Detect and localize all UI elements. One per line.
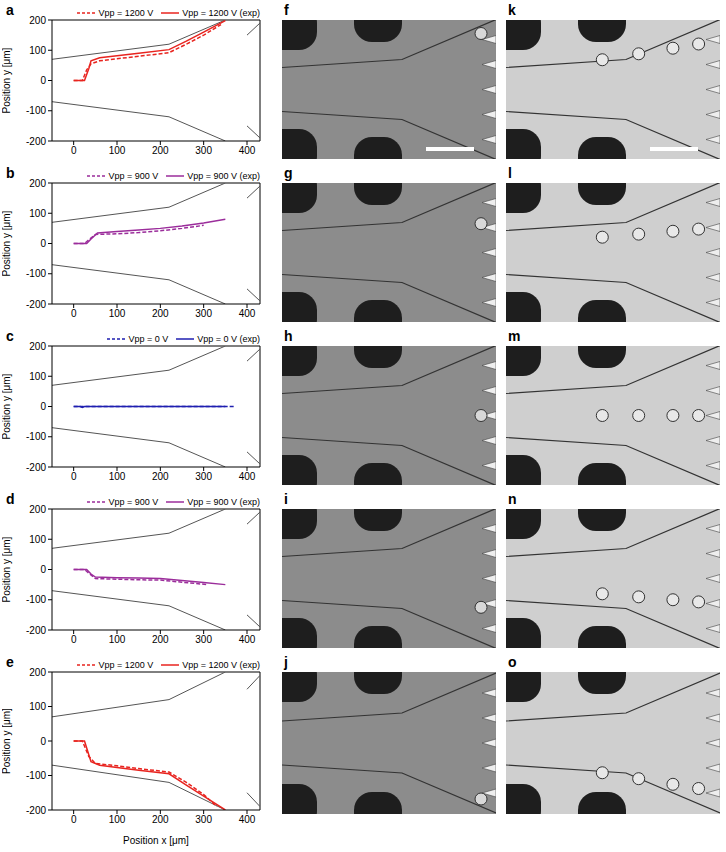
svg-text:100: 100 bbox=[29, 45, 46, 56]
html-text:j: j bbox=[284, 654, 288, 670]
svg-text:200: 200 bbox=[152, 308, 169, 319]
svg-text:0: 0 bbox=[40, 75, 46, 86]
svg-text:0: 0 bbox=[71, 634, 77, 645]
svg-text:-200: -200 bbox=[26, 805, 46, 816]
svg-text:200: 200 bbox=[29, 504, 46, 515]
svg-text:100: 100 bbox=[109, 471, 126, 482]
svg-text:100: 100 bbox=[29, 208, 46, 219]
html-text:Vpp = 1200 V (exp): Vpp = 1200 V (exp) bbox=[182, 660, 260, 670]
html-text:Vpp = 0 V: Vpp = 0 V bbox=[128, 334, 169, 344]
svg-text:400: 400 bbox=[239, 814, 256, 825]
svg-text:-100: -100 bbox=[26, 594, 46, 605]
svg-text:300: 300 bbox=[195, 145, 212, 156]
svg-text:Position y [μm]: Position y [μm] bbox=[2, 708, 12, 774]
svg-text:-200: -200 bbox=[26, 625, 46, 636]
html-text:k: k bbox=[508, 2, 516, 18]
html-text:Vpp = 900 V: Vpp = 900 V bbox=[108, 497, 159, 507]
svg-text:-100: -100 bbox=[26, 431, 46, 442]
svg-text:200: 200 bbox=[29, 341, 46, 352]
html-text:Vpp = 900 V: Vpp = 900 V bbox=[108, 171, 159, 181]
svg-text:200: 200 bbox=[29, 178, 46, 189]
svg-text:300: 300 bbox=[195, 471, 212, 482]
html-text:a: a bbox=[6, 2, 14, 18]
svg-text:100: 100 bbox=[109, 634, 126, 645]
svg-text:100: 100 bbox=[29, 371, 46, 382]
svg-text:100: 100 bbox=[109, 308, 126, 319]
html-text:e: e bbox=[6, 654, 14, 670]
svg-text:200: 200 bbox=[152, 471, 169, 482]
svg-text:0: 0 bbox=[40, 564, 46, 575]
svg-text:100: 100 bbox=[109, 145, 126, 156]
html-text:d: d bbox=[6, 491, 15, 507]
html-text:Vpp = 1200 V: Vpp = 1200 V bbox=[98, 8, 154, 18]
html-text:Vpp = 900 V (exp): Vpp = 900 V (exp) bbox=[187, 171, 260, 181]
html-text:Vpp = 1200 V (exp): Vpp = 1200 V (exp) bbox=[182, 8, 260, 18]
svg-text:300: 300 bbox=[195, 308, 212, 319]
svg-text:-200: -200 bbox=[26, 462, 46, 473]
svg-text:200: 200 bbox=[29, 15, 46, 26]
svg-text:0: 0 bbox=[71, 471, 77, 482]
html-text:Vpp = 1200 V: Vpp = 1200 V bbox=[98, 660, 154, 670]
svg-text:Position y [μm]: Position y [μm] bbox=[2, 536, 12, 602]
svg-text:Position x [μm]: Position x [μm] bbox=[123, 835, 189, 846]
svg-text:-100: -100 bbox=[26, 268, 46, 279]
svg-text:-200: -200 bbox=[26, 299, 46, 310]
html-text:Vpp = 0 V (exp): Vpp = 0 V (exp) bbox=[197, 334, 260, 344]
svg-text:100: 100 bbox=[29, 701, 46, 712]
svg-text:Position y [μm]: Position y [μm] bbox=[2, 47, 12, 113]
html-text:c: c bbox=[6, 328, 14, 344]
svg-text:Position y [μm]: Position y [μm] bbox=[2, 373, 12, 439]
svg-text:200: 200 bbox=[29, 667, 46, 678]
html-text:h: h bbox=[284, 328, 293, 344]
svg-text:400: 400 bbox=[239, 308, 256, 319]
svg-text:400: 400 bbox=[239, 471, 256, 482]
svg-text:400: 400 bbox=[239, 634, 256, 645]
svg-text:200: 200 bbox=[152, 634, 169, 645]
html-text:f: f bbox=[284, 2, 289, 18]
svg-text:0: 0 bbox=[40, 238, 46, 249]
svg-text:200: 200 bbox=[152, 814, 169, 825]
svg-text:Position y [μm]: Position y [μm] bbox=[2, 210, 12, 276]
svg-text:0: 0 bbox=[71, 814, 77, 825]
html-text:b: b bbox=[6, 165, 15, 181]
svg-text:-100: -100 bbox=[26, 770, 46, 781]
svg-text:-200: -200 bbox=[26, 136, 46, 147]
svg-text:0: 0 bbox=[40, 736, 46, 747]
html-text:o: o bbox=[508, 654, 517, 670]
svg-text:0: 0 bbox=[71, 308, 77, 319]
svg-text:100: 100 bbox=[109, 814, 126, 825]
html-text:n: n bbox=[508, 491, 517, 507]
svg-text:0: 0 bbox=[71, 145, 77, 156]
svg-text:0: 0 bbox=[40, 401, 46, 412]
html-text:m: m bbox=[508, 328, 521, 344]
svg-text:100: 100 bbox=[29, 534, 46, 545]
svg-text:300: 300 bbox=[195, 814, 212, 825]
html-text:Vpp = 900 V (exp): Vpp = 900 V (exp) bbox=[187, 497, 260, 507]
svg-text:400: 400 bbox=[239, 145, 256, 156]
html-text:i: i bbox=[284, 491, 288, 507]
svg-text:-100: -100 bbox=[26, 105, 46, 116]
svg-text:300: 300 bbox=[195, 634, 212, 645]
html-text:g: g bbox=[284, 165, 293, 181]
html-text:l: l bbox=[508, 165, 512, 181]
svg-text:200: 200 bbox=[152, 145, 169, 156]
